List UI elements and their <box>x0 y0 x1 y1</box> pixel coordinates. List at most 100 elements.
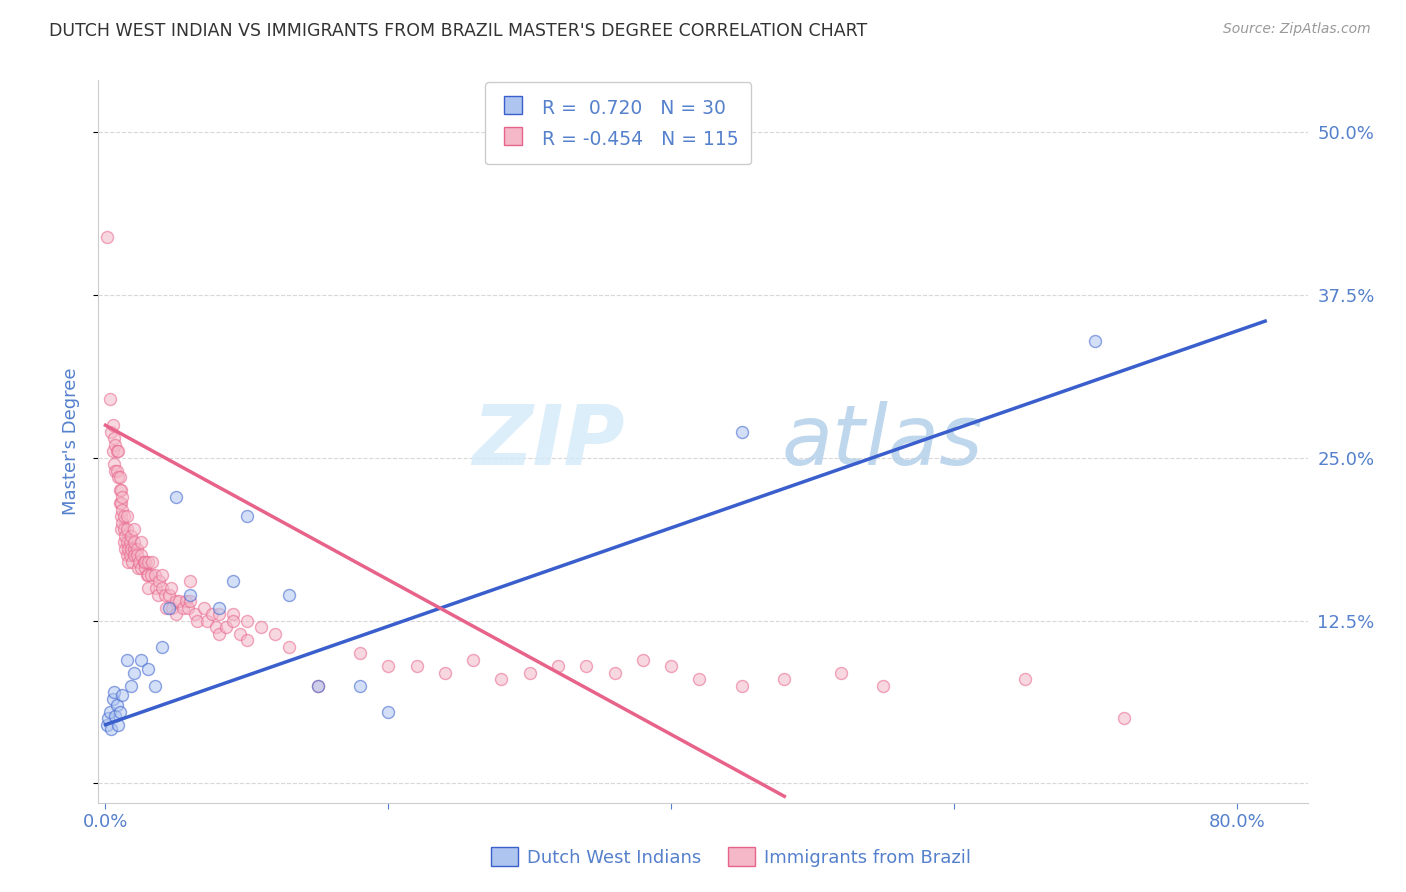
Point <box>122 523 145 537</box>
Point <box>157 587 180 601</box>
Point <box>115 523 138 537</box>
Point <box>519 665 541 680</box>
Point <box>463 652 485 666</box>
Point <box>110 523 132 537</box>
Point <box>150 640 173 654</box>
Point <box>143 679 166 693</box>
Point <box>110 483 132 498</box>
Point <box>405 659 427 673</box>
Point <box>115 509 138 524</box>
Point <box>183 607 205 621</box>
Point <box>108 496 131 510</box>
Point <box>1084 334 1107 348</box>
Point <box>104 438 127 452</box>
Point <box>118 549 141 563</box>
Point <box>159 581 181 595</box>
Point <box>104 708 127 723</box>
Text: atlas: atlas <box>782 401 983 482</box>
Point <box>207 600 229 615</box>
Point <box>165 594 187 608</box>
Point <box>112 523 135 537</box>
Point <box>101 418 124 433</box>
Point <box>141 555 163 569</box>
Point <box>136 662 159 676</box>
Legend: Dutch West Indians, Immigrants from Brazil: Dutch West Indians, Immigrants from Braz… <box>482 838 980 876</box>
Point <box>222 607 245 621</box>
Point <box>731 425 754 439</box>
Point <box>204 620 226 634</box>
Point <box>172 600 194 615</box>
Point <box>688 672 710 686</box>
Point <box>278 640 301 654</box>
Point <box>148 574 170 589</box>
Point <box>101 444 124 458</box>
Point <box>105 464 128 478</box>
Point <box>104 464 127 478</box>
Point <box>179 587 201 601</box>
Point <box>174 594 197 608</box>
Point <box>122 541 145 556</box>
Point <box>112 535 135 549</box>
Point <box>120 679 142 693</box>
Point <box>97 711 120 725</box>
Point <box>110 496 132 510</box>
Point <box>200 607 222 621</box>
Point <box>236 614 259 628</box>
Point <box>250 620 273 634</box>
Point <box>117 555 139 569</box>
Point <box>186 614 208 628</box>
Point <box>143 568 166 582</box>
Point <box>377 705 399 719</box>
Point <box>115 549 138 563</box>
Point <box>165 490 187 504</box>
Point <box>215 620 238 634</box>
Point <box>114 541 136 556</box>
Point <box>101 691 124 706</box>
Point <box>98 705 121 719</box>
Point <box>107 444 129 458</box>
Point <box>112 509 135 524</box>
Point <box>98 392 121 407</box>
Point <box>129 561 152 575</box>
Point <box>120 529 142 543</box>
Point <box>179 594 201 608</box>
Point <box>114 529 136 543</box>
Point <box>872 679 894 693</box>
Point <box>128 555 150 569</box>
Point <box>207 607 229 621</box>
Text: ZIP: ZIP <box>472 401 624 482</box>
Legend: R =  0.720   N = 30, R = -0.454   N = 115: R = 0.720 N = 30, R = -0.454 N = 115 <box>485 82 751 164</box>
Point <box>108 483 131 498</box>
Point <box>96 229 118 244</box>
Point <box>139 568 162 582</box>
Point <box>150 568 173 582</box>
Point <box>153 587 176 601</box>
Point <box>155 600 177 615</box>
Point <box>575 659 598 673</box>
Point <box>278 587 301 601</box>
Point <box>111 688 134 702</box>
Point <box>122 535 145 549</box>
Point <box>117 541 139 556</box>
Point <box>125 541 148 556</box>
Point <box>100 425 122 439</box>
Text: DUTCH WEST INDIAN VS IMMIGRANTS FROM BRAZIL MASTER'S DEGREE CORRELATION CHART: DUTCH WEST INDIAN VS IMMIGRANTS FROM BRA… <box>49 22 868 40</box>
Point <box>127 561 149 575</box>
Point <box>229 626 252 640</box>
Point <box>125 549 148 563</box>
Point <box>659 659 682 673</box>
Point <box>207 626 229 640</box>
Point <box>160 600 183 615</box>
Y-axis label: Master's Degree: Master's Degree <box>62 368 80 516</box>
Point <box>105 444 128 458</box>
Point <box>307 679 329 693</box>
Point <box>100 722 122 736</box>
Point <box>157 600 180 615</box>
Point <box>146 587 169 601</box>
Point <box>145 581 167 595</box>
Point <box>134 555 156 569</box>
Point <box>631 652 654 666</box>
Point <box>176 600 198 615</box>
Point <box>120 541 142 556</box>
Point <box>349 646 371 660</box>
